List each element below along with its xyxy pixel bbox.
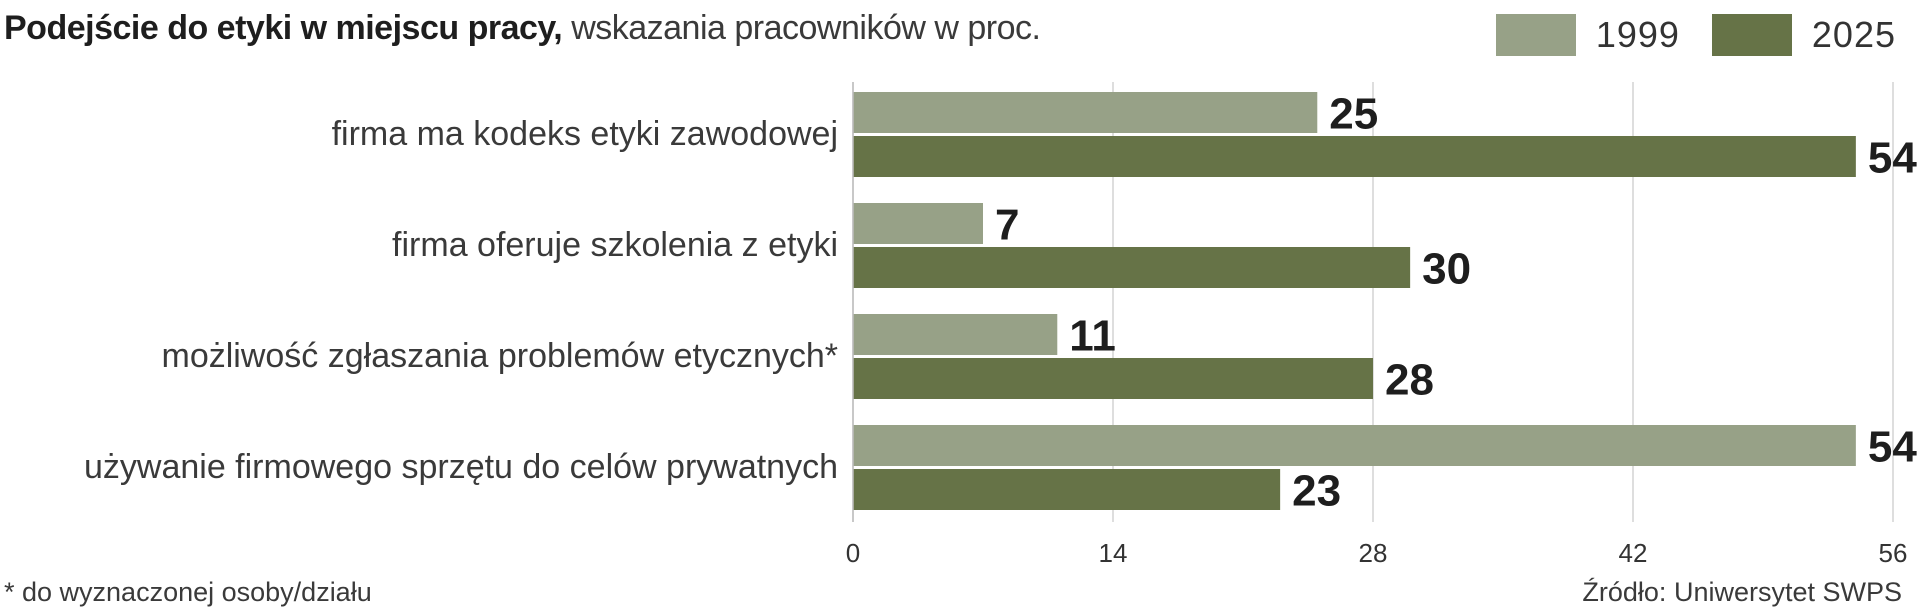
x-tick-label: 56	[1879, 538, 1908, 568]
bar	[853, 358, 1373, 399]
data-label: 30	[1422, 245, 1471, 294]
chart-title-subtitle: wskazania pracowników w proc.	[571, 9, 1041, 47]
data-label: 28	[1385, 356, 1434, 405]
bar	[853, 469, 1281, 510]
data-label: 23	[1292, 467, 1341, 516]
footnote: * do wyznaczonej osoby/działu	[4, 577, 372, 607]
x-tick-label: 14	[1099, 538, 1128, 568]
legend-label-1999: 1999	[1595, 14, 1680, 55]
x-tick-label: 42	[1619, 538, 1648, 568]
x-tick-label: 28	[1359, 538, 1388, 568]
bar	[853, 247, 1411, 288]
category-label: używanie firmowego sprzętu do celów pryw…	[84, 448, 838, 486]
source-note: Źródło: Uniwersytet SWPS	[1582, 577, 1902, 607]
bar	[853, 136, 1856, 177]
data-label: 54	[1868, 134, 1917, 183]
legend-label-2025: 2025	[1811, 14, 1896, 55]
data-label: 54	[1868, 423, 1917, 472]
legend-item-1999: 1999	[1495, 14, 1680, 56]
x-tick-label: 0	[846, 538, 860, 568]
category-label: firma ma kodeks etyki zawodowej	[332, 115, 838, 153]
legend-swatch-1999	[1495, 14, 1576, 56]
category-label: możliwość zgłaszania problemów etycznych…	[162, 337, 839, 375]
data-label: 7	[995, 201, 1019, 250]
chart-title: Podejście do etyki w miejscu pracy, wska…	[4, 2, 1041, 54]
bar	[853, 425, 1856, 466]
bar	[853, 92, 1318, 133]
bar	[853, 203, 983, 244]
data-label: 11	[1069, 312, 1116, 361]
legend: 1999 2025	[1464, 14, 1896, 56]
chart-title-bold: Podejście do etyki w miejscu pracy,	[4, 9, 563, 47]
legend-item-2025: 2025	[1711, 14, 1896, 56]
category-label: firma oferuje szkolenia z etyki	[392, 226, 838, 264]
legend-swatch-2025	[1711, 14, 1792, 56]
bar	[853, 314, 1058, 355]
data-label: 25	[1329, 90, 1378, 139]
